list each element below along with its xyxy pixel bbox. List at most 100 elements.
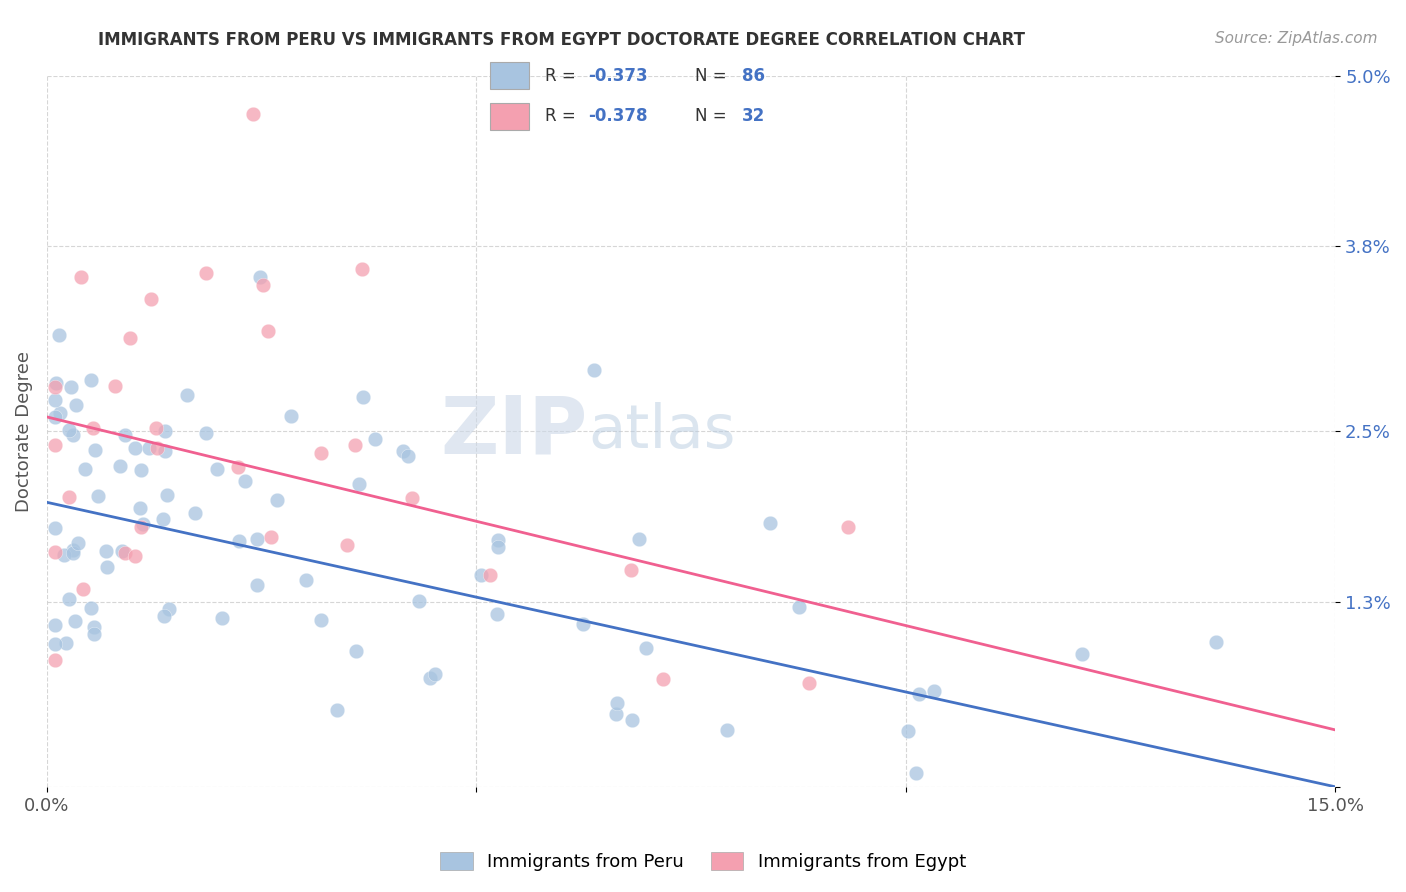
Point bbox=[908, 687, 931, 701]
Point bbox=[259, 530, 281, 544]
Point bbox=[72, 582, 94, 597]
Point bbox=[44, 380, 66, 394]
Point bbox=[621, 713, 644, 727]
Point bbox=[343, 438, 366, 452]
Point bbox=[65, 398, 87, 412]
Point bbox=[44, 618, 66, 632]
Point bbox=[129, 520, 152, 534]
Point bbox=[44, 438, 66, 452]
Point bbox=[353, 390, 375, 404]
Point bbox=[145, 421, 167, 435]
Point bbox=[44, 637, 66, 651]
Text: R =: R = bbox=[546, 67, 581, 85]
Point bbox=[63, 614, 86, 628]
Point bbox=[146, 442, 169, 456]
Point bbox=[52, 548, 75, 562]
Point bbox=[58, 491, 80, 505]
Text: N =: N = bbox=[695, 107, 731, 125]
Point bbox=[423, 667, 446, 681]
Point bbox=[66, 536, 89, 550]
Point bbox=[141, 292, 163, 306]
Point bbox=[470, 568, 492, 582]
Point bbox=[83, 627, 105, 641]
Point bbox=[75, 461, 97, 475]
Point bbox=[246, 533, 269, 547]
Point bbox=[194, 426, 217, 441]
Text: 86: 86 bbox=[742, 67, 765, 85]
Point bbox=[605, 707, 627, 722]
FancyBboxPatch shape bbox=[489, 62, 529, 89]
Point bbox=[226, 459, 249, 474]
Text: atlas: atlas bbox=[588, 401, 735, 460]
Point bbox=[634, 641, 657, 656]
Point bbox=[80, 373, 103, 387]
Point bbox=[401, 491, 423, 506]
Point bbox=[44, 545, 66, 559]
Point bbox=[132, 517, 155, 532]
Point bbox=[233, 475, 256, 489]
Point bbox=[336, 538, 359, 552]
Point bbox=[184, 506, 207, 520]
Point bbox=[837, 519, 859, 533]
Point bbox=[44, 521, 66, 535]
Point bbox=[572, 617, 595, 632]
Text: Source: ZipAtlas.com: Source: ZipAtlas.com bbox=[1215, 31, 1378, 46]
Legend: Immigrants from Peru, Immigrants from Egypt: Immigrants from Peru, Immigrants from Eg… bbox=[433, 845, 973, 879]
Point bbox=[124, 441, 146, 455]
Point bbox=[70, 269, 93, 284]
Point bbox=[118, 331, 141, 345]
Point bbox=[797, 676, 820, 690]
Point bbox=[62, 546, 84, 560]
Point bbox=[295, 573, 318, 587]
Point bbox=[922, 683, 945, 698]
Point bbox=[651, 672, 673, 686]
Point bbox=[62, 428, 84, 442]
Point bbox=[242, 107, 264, 121]
Point bbox=[897, 724, 920, 739]
Point bbox=[246, 578, 269, 592]
Point bbox=[48, 328, 70, 343]
Point bbox=[129, 501, 152, 516]
Point bbox=[344, 644, 367, 658]
Point bbox=[157, 602, 180, 616]
Point bbox=[904, 765, 927, 780]
Point bbox=[152, 511, 174, 525]
Point bbox=[111, 544, 134, 558]
Point bbox=[716, 723, 738, 737]
Point bbox=[408, 593, 430, 607]
Point bbox=[82, 420, 104, 434]
Point bbox=[352, 261, 374, 276]
Point bbox=[758, 516, 780, 531]
Point bbox=[419, 671, 441, 685]
Point bbox=[80, 601, 103, 615]
Point bbox=[49, 406, 72, 420]
Point bbox=[58, 424, 80, 438]
Point bbox=[606, 696, 628, 710]
Point bbox=[266, 492, 288, 507]
Text: R =: R = bbox=[546, 107, 581, 125]
Point bbox=[124, 549, 146, 564]
Point bbox=[86, 489, 108, 503]
Point bbox=[114, 546, 136, 560]
Point bbox=[583, 363, 606, 377]
Point bbox=[83, 620, 105, 634]
Point bbox=[252, 278, 274, 293]
Point bbox=[478, 567, 501, 582]
Text: -0.378: -0.378 bbox=[588, 107, 648, 125]
Point bbox=[155, 444, 177, 458]
Point bbox=[94, 544, 117, 558]
FancyBboxPatch shape bbox=[489, 103, 529, 130]
Point bbox=[485, 607, 508, 621]
Point bbox=[58, 592, 80, 607]
Point bbox=[156, 488, 179, 502]
Point bbox=[138, 441, 160, 455]
Point bbox=[280, 409, 302, 424]
Point bbox=[62, 543, 84, 558]
Point bbox=[96, 559, 118, 574]
Point bbox=[486, 540, 509, 554]
Point bbox=[228, 533, 250, 548]
Point bbox=[205, 462, 228, 476]
Point bbox=[211, 611, 233, 625]
Point bbox=[153, 424, 176, 438]
Text: -0.373: -0.373 bbox=[588, 67, 648, 85]
